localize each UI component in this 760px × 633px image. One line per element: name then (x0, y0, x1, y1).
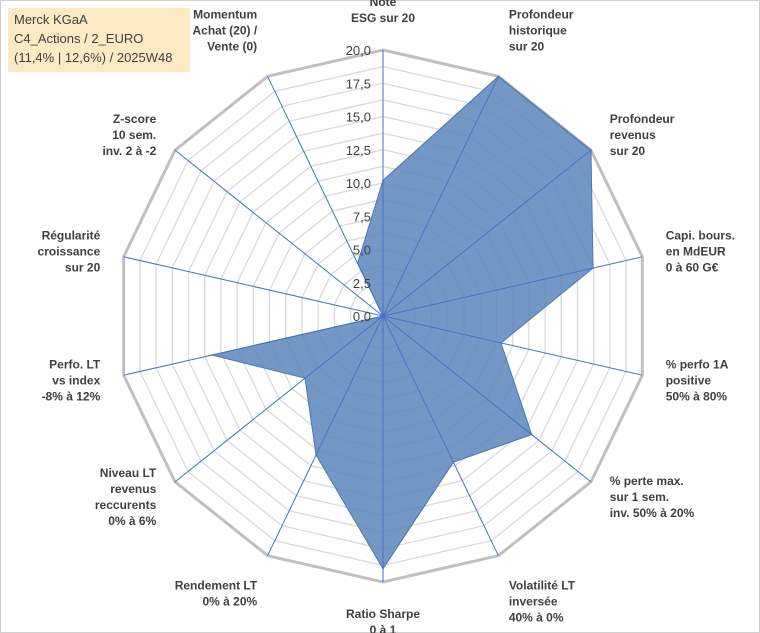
category-label: inversée (509, 594, 558, 608)
category-label: 40% à 0% (509, 610, 564, 624)
category-label: Perfo. LT (49, 358, 101, 372)
axis-line (267, 315, 384, 556)
axis-line (267, 76, 384, 317)
category-label: en MdEUR (666, 244, 726, 258)
axis-line (123, 315, 384, 376)
category-label: inv. 2 à -2 (102, 144, 156, 158)
tick-label: 12,5 (346, 143, 371, 158)
category-label: % perfo 1A (666, 358, 729, 372)
axis-line (174, 149, 384, 317)
axis-line (382, 315, 643, 376)
category-label: sur 20 (65, 260, 101, 274)
category-label: Rendement LT (175, 578, 258, 592)
category-label: Niveau LT (100, 466, 157, 480)
category-label: Profondeur (509, 8, 574, 22)
tick-label: 15,0 (346, 110, 371, 125)
category-label: Vente (0) (207, 40, 257, 54)
category-label: inv. 50% à 20% (610, 506, 695, 520)
category-label: historique (509, 24, 567, 38)
category-label: Momentum (193, 8, 257, 22)
tick-label: 17,5 (346, 76, 371, 91)
category-label: reccurents (95, 498, 157, 512)
axis-line (382, 315, 499, 556)
category-label: revenus (110, 482, 156, 496)
category-label: Régularité (42, 228, 101, 242)
tick-label: 5,0 (353, 243, 371, 258)
category-label: revenus (610, 128, 656, 142)
category-label: Profondeur (610, 112, 675, 126)
category-label: 10 sem. (112, 128, 156, 142)
radar-series (211, 75, 594, 570)
category-label: 0% à 6% (108, 514, 156, 528)
axis-line (382, 256, 643, 317)
category-label: vs index (52, 374, 100, 388)
radar-tick-labels: 0,0 2,5 5,0 7,5 10,0 12,5 15,0 17,5 20,0 (346, 43, 371, 324)
tick-label: 7,5 (353, 209, 371, 224)
category-label: sur 1 sem. (610, 490, 669, 504)
radar-axes (123, 50, 643, 582)
category-label: Capi. bours. (666, 228, 735, 242)
category-label: 0 à 60 G€ (666, 260, 719, 274)
category-label: Note (370, 0, 397, 9)
tick-label: 0,0 (353, 309, 371, 324)
radar-category-labels: Note ESG sur 20 Profondeur historique sur 20… (38, 0, 736, 633)
tick-label: 20,0 (346, 43, 371, 58)
category-label: croissance (38, 244, 101, 258)
category-label: 0% à 20% (202, 594, 257, 608)
axis-line (123, 256, 384, 317)
category-label: % perte max. (610, 474, 684, 488)
category-label: 0 à 1 (370, 623, 397, 633)
category-label: Achat (20) / (192, 24, 257, 38)
category-label: 50% à 80% (666, 390, 728, 404)
axis-line (382, 76, 499, 317)
tick-label: 2,5 (353, 276, 371, 291)
category-label: positive (666, 374, 712, 388)
axis-line (382, 149, 592, 317)
axis-line (174, 315, 384, 483)
category-label: sur 20 (610, 144, 646, 158)
info-performance: (11,4% | 12,6%) / 2025W48 (14, 50, 173, 65)
category-label: Volatilité LT (509, 578, 576, 592)
category-label: sur 20 (509, 40, 545, 54)
category-label: -8% à 12% (42, 390, 101, 404)
category-label: Z-score (113, 112, 157, 126)
info-category: C4_Actions / 2_EURO (14, 31, 144, 46)
category-label: ESG sur 20 (351, 11, 415, 25)
info-box: Merck KGaA C4_Actions / 2_EURO (11,4% | … (8, 8, 190, 72)
info-title: Merck KGaA (14, 12, 88, 27)
tick-label: 10,0 (346, 176, 371, 191)
category-label: Ratio Sharpe (346, 607, 420, 621)
axis-line (382, 315, 592, 483)
